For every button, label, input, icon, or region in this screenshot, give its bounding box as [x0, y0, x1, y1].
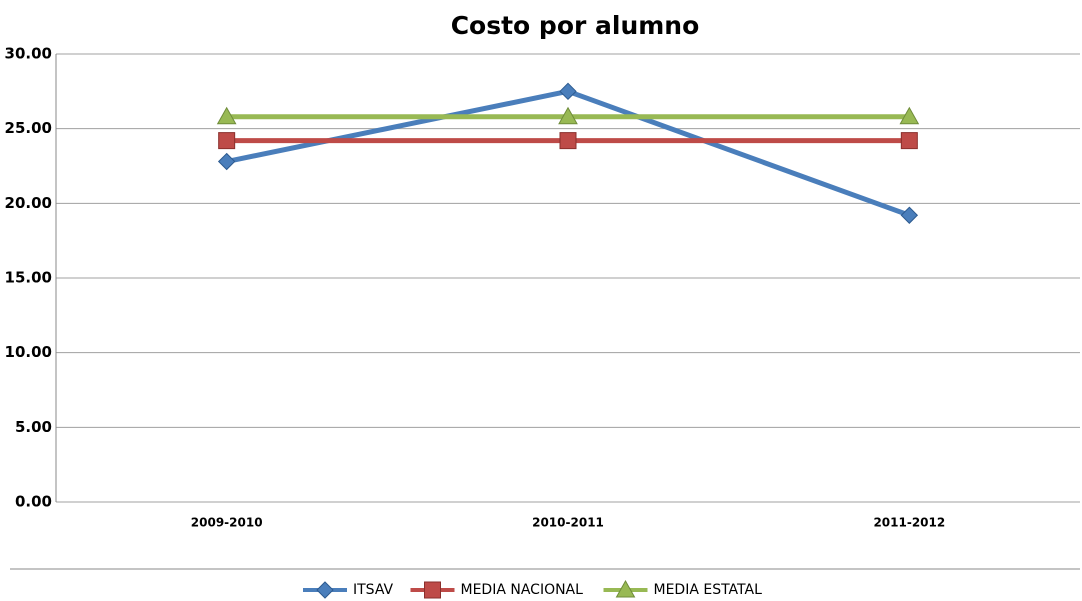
y-tick-label: 20.00: [5, 194, 52, 212]
marker: [900, 206, 919, 224]
y-tick-label: 0.00: [15, 493, 52, 511]
marker: [899, 106, 920, 125]
y-tick-label: 30.00: [5, 45, 52, 63]
x-tick-label: 2009-2010: [191, 516, 263, 530]
marker: [900, 132, 918, 150]
marker: [316, 581, 334, 599]
legend-label: ITSAV: [353, 582, 394, 598]
marker: [615, 579, 636, 598]
y-tick-label: 25.00: [5, 119, 52, 137]
marker: [424, 581, 441, 599]
marker: [218, 132, 236, 150]
x-tick-label: 2010-2011: [532, 516, 604, 530]
legend-label: MEDIA ESTATAL: [654, 582, 763, 598]
y-tick-label: 10.00: [5, 343, 52, 361]
x-tick-label: 2011-2012: [873, 516, 945, 530]
y-tick-label: 15.00: [5, 269, 52, 287]
marker: [559, 132, 577, 150]
marker: [558, 106, 578, 125]
marker: [559, 82, 577, 101]
y-tick-label: 5.00: [15, 418, 52, 436]
legend-label: MEDIA NACIONAL: [461, 582, 584, 598]
marker: [216, 106, 237, 125]
marker: [217, 152, 236, 171]
chart-title: Costo por alumno: [451, 11, 700, 40]
